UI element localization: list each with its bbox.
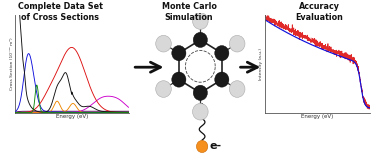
Circle shape <box>215 72 229 87</box>
Circle shape <box>172 72 186 87</box>
X-axis label: Energy (eV): Energy (eV) <box>301 114 334 119</box>
Circle shape <box>192 103 208 120</box>
Circle shape <box>156 35 171 52</box>
Text: Complete Data Set
of Cross Sections: Complete Data Set of Cross Sections <box>18 2 103 22</box>
Circle shape <box>197 140 208 153</box>
Circle shape <box>193 85 208 100</box>
Y-axis label: Intensity (a.u.): Intensity (a.u.) <box>259 48 263 80</box>
Circle shape <box>215 46 229 61</box>
Y-axis label: Cross Section (10⁻²⁰ m²): Cross Section (10⁻²⁰ m²) <box>10 37 14 90</box>
Circle shape <box>229 35 245 52</box>
Text: e-: e- <box>210 141 222 152</box>
Text: Accuracy
Evaluation: Accuracy Evaluation <box>296 2 343 22</box>
Text: Monte Carlo
Simulation: Monte Carlo Simulation <box>161 2 217 22</box>
Circle shape <box>192 13 208 29</box>
X-axis label: Energy (eV): Energy (eV) <box>56 114 88 119</box>
Circle shape <box>193 32 208 48</box>
Circle shape <box>229 81 245 97</box>
Circle shape <box>172 46 186 61</box>
Circle shape <box>156 81 171 97</box>
